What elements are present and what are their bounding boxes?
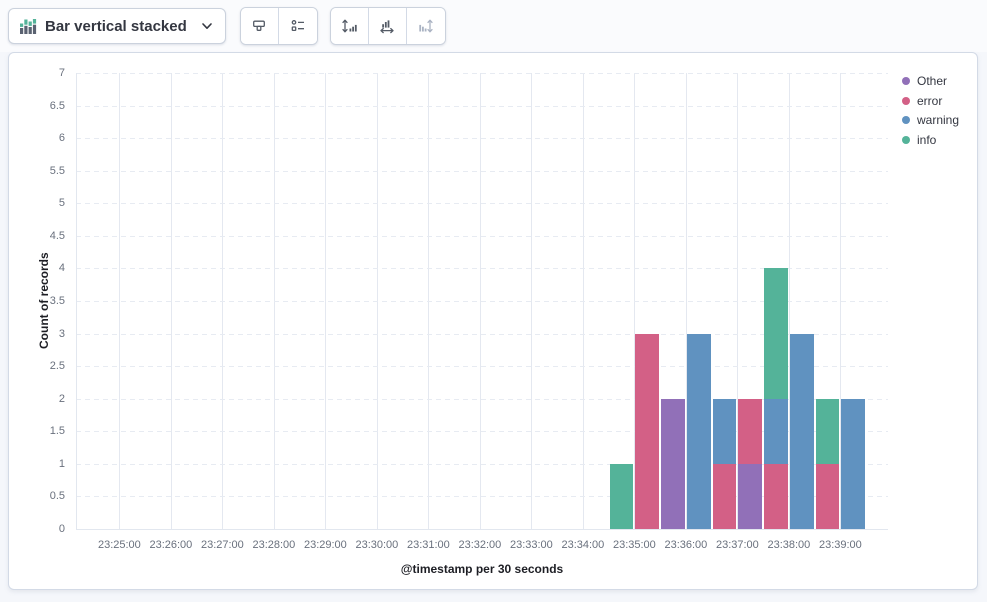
bottom-axis-button[interactable] (368, 8, 407, 44)
y-axis-tick-label: 3 (58, 327, 65, 340)
legend-item-other[interactable]: Other (902, 72, 947, 90)
horizontal-gridline (76, 333, 888, 335)
y-axis-tick-label: 0 (58, 523, 65, 535)
x-axis-tick-label: 23:39:00 (818, 539, 862, 551)
chart-type-dropdown[interactable]: Bar vertical stacked (8, 8, 226, 44)
x-axis-tick-label: 23:34:00 (561, 539, 605, 551)
y-axis-tick-label: 6.5 (49, 99, 65, 112)
x-axis-tick-label: 23:27:00 (200, 539, 244, 551)
legend-item-warning[interactable]: warning (902, 111, 959, 129)
horizontal-gridline (76, 203, 888, 205)
legend-color-dot (902, 135, 910, 144)
y-axis-tick-label: 0.5 (49, 490, 65, 503)
axis-button-group (329, 7, 446, 45)
legend-item-info[interactable]: info (902, 131, 936, 149)
horizontal-gridline (76, 301, 888, 302)
bar-segment-warning[interactable] (841, 398, 866, 529)
bar-segment-warning[interactable] (686, 333, 711, 529)
vertical-axis-arrows-icon (340, 17, 358, 35)
x-axis-tick-label: 23:35:00 (612, 539, 656, 551)
x-axis-tick-label: 23:30:00 (355, 539, 399, 551)
bar-segment-error[interactable] (764, 463, 788, 529)
horizontal-gridline (76, 170, 888, 172)
y-axis-tick-label: 6 (58, 132, 65, 145)
y-axis-line (76, 73, 77, 529)
horizontal-gridline (76, 398, 888, 400)
x-axis-tick-label: 23:25:00 (97, 539, 141, 551)
chart-toolbar: Bar vertical stacked (0, 0, 987, 52)
y-axis-tick-label: 1.5 (49, 425, 65, 438)
x-axis-title: @timestamp per 30 seconds (400, 562, 564, 576)
bar-segment-warning[interactable] (789, 333, 814, 529)
list-settings-icon (290, 18, 306, 34)
x-axis-line (76, 529, 888, 530)
legend-color-dot (902, 96, 910, 105)
right-axis-arrows-icon (417, 17, 435, 35)
tag-icon (251, 18, 267, 34)
bar-vertical-stacked-icon (19, 17, 37, 35)
x-axis-tick-label: 23:38:00 (767, 539, 811, 551)
y-axis-tick-label: 2.5 (49, 360, 65, 373)
legend-item-label: Other (917, 74, 948, 88)
bar-segment-error[interactable] (635, 333, 660, 529)
y-axis-tick-label: 7 (58, 67, 65, 79)
legend-color-dot (902, 77, 910, 85)
x-axis-tick-label: 23:29:00 (303, 539, 347, 551)
horizontal-gridline (76, 235, 888, 237)
y-axis-tick-label: 4.5 (49, 229, 65, 242)
y-axis-tick-label: 2 (58, 392, 65, 405)
y-axis-tick-label: 4 (58, 262, 65, 275)
horizontal-gridline (76, 463, 888, 465)
x-axis-tick-label: 23:26:00 (149, 539, 193, 551)
x-axis-tick-label: 23:31:00 (406, 539, 450, 551)
y-axis-tick-label: 5 (58, 197, 65, 210)
horizontal-gridline (76, 138, 888, 140)
x-axis-tick-label: 23:32:00 (458, 539, 502, 551)
x-axis-tick-label: 23:28:00 (252, 539, 296, 551)
legend-item-label: warning (917, 113, 960, 128)
y-axis-tick-label: 5.5 (49, 164, 65, 177)
horizontal-gridline (76, 268, 888, 270)
x-axis-tick-label: 23:33:00 (509, 539, 553, 551)
legend-color-dot (902, 116, 910, 125)
x-axis-tick-label: 23:37:00 (715, 539, 759, 551)
bar-segment-other[interactable] (738, 463, 763, 529)
legend-item-label: info (917, 132, 937, 147)
legend-item-error[interactable]: error (902, 92, 942, 110)
bar-segment-other[interactable] (661, 398, 685, 529)
horizontal-axis-arrows-icon (378, 17, 396, 35)
chart-type-label: Bar vertical stacked (45, 17, 187, 35)
bar-segment-error[interactable] (712, 463, 737, 529)
legend-item-label: error (917, 93, 943, 108)
left-axis-button[interactable] (330, 8, 369, 44)
horizontal-gridline (76, 496, 888, 498)
chevron-down-icon (199, 18, 215, 34)
x-axis-tick-label: 23:36:00 (664, 539, 708, 551)
horizontal-gridline (76, 366, 888, 368)
y-axis-tick-label: 3.5 (49, 295, 65, 307)
y-axis-title: Count of records (37, 252, 51, 349)
bar-segment-error[interactable] (815, 463, 840, 529)
bar-segment-info[interactable] (609, 463, 634, 529)
horizontal-gridline (76, 73, 888, 74)
value-labels-button[interactable] (240, 8, 279, 44)
horizontal-gridline (76, 105, 888, 107)
y-axis-tick-label: 1 (58, 457, 65, 470)
legend-settings-button[interactable] (278, 8, 317, 44)
labels-legend-button-group (239, 7, 318, 45)
horizontal-gridline (76, 431, 888, 433)
right-axis-button[interactable] (406, 8, 445, 44)
visualization-panel: 23:25:00 23:26:00 23:27:00 23:28:00 23:29:00… (8, 52, 978, 590)
